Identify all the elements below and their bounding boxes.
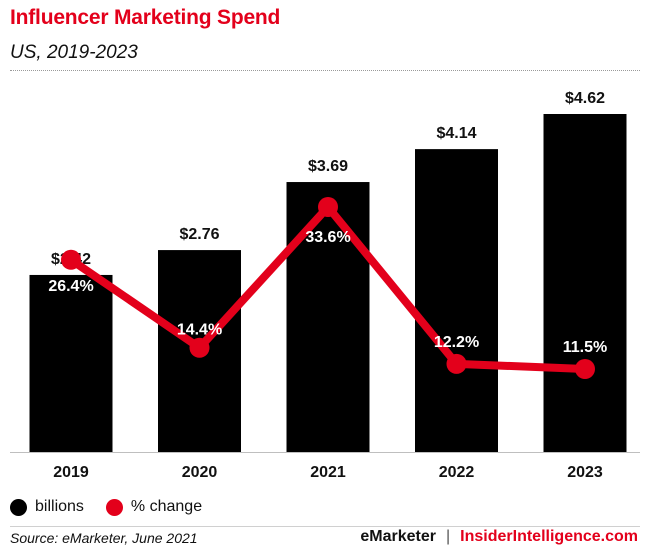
x-tick-label-2023: 2023	[567, 464, 603, 481]
x-tick-label-2020: 2020	[182, 464, 218, 481]
line-value-label-2019: 26.4%	[48, 278, 93, 295]
chart-subtitle: US, 2019-2023	[10, 42, 138, 63]
bar-2023	[543, 114, 627, 452]
bar-2021	[286, 182, 370, 453]
legend-item-billions: billions	[10, 498, 84, 516]
line-point-2022	[446, 353, 467, 374]
chart-title: Influencer Marketing Spend	[10, 6, 281, 29]
line-point-2020	[189, 337, 210, 358]
line-value-label-2022: 12.2%	[434, 334, 479, 351]
legend-label-change: % change	[130, 498, 203, 515]
legend: billions % change	[10, 498, 224, 516]
x-tick-label-2019: 2019	[53, 464, 89, 481]
brand: eMarketer | InsiderIntelligence.com	[360, 528, 638, 546]
footer-divider	[10, 526, 640, 527]
line-point-2019	[61, 249, 81, 270]
line-value-label-2023: 11.5%	[563, 339, 607, 356]
bar-2022	[415, 149, 498, 452]
header-divider	[10, 70, 640, 71]
x-tick-label-2022: 2022	[439, 464, 475, 481]
brand-emarketer: eMarketer	[360, 528, 437, 545]
line-value-label-2021: 33.6%	[305, 229, 350, 246]
chart-area: $2.422019$2.762020$3.692021$4.142022$4.6…	[10, 90, 640, 481]
x-tick-label-2021: 2021	[310, 464, 346, 481]
bar-2019	[29, 274, 113, 452]
source-note: Source: eMarketer, June 2021	[10, 530, 198, 546]
line-value-label-2020: 14.4%	[177, 322, 222, 339]
legend-item-change: % change	[105, 498, 203, 516]
line-point-2023	[575, 359, 595, 379]
legend-swatch-change	[105, 498, 123, 516]
line-point-2021	[318, 197, 338, 217]
bar-value-label-2021: $3.69	[308, 158, 348, 175]
legend-label-billions: billions	[35, 498, 84, 515]
bar-value-label-2023: $4.62	[565, 90, 605, 107]
bar-value-label-2022: $4.14	[436, 125, 476, 142]
legend-swatch-billions	[10, 498, 27, 516]
brand-insider-intelligence[interactable]: InsiderIntelligence.com	[460, 528, 638, 545]
bar-value-label-2020: $2.76	[179, 226, 219, 243]
brand-separator: |	[446, 528, 451, 545]
